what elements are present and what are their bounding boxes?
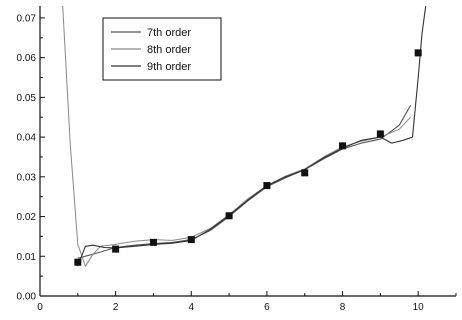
legend-label-3: 9th order <box>147 61 191 73</box>
y-tick-label: 0.06 <box>17 53 37 64</box>
y-tick-label: 0.05 <box>17 93 37 104</box>
legend-label-2: 8th order <box>147 44 191 56</box>
legend-label-1: 7th order <box>147 27 191 39</box>
x-tick-label: 0 <box>37 302 43 313</box>
data-point-marker <box>414 49 422 57</box>
data-point-marker <box>74 258 82 266</box>
data-point-marker <box>149 238 157 246</box>
y-tick-label: 0.02 <box>17 212 37 223</box>
y-tick-label: 0.01 <box>17 252 37 263</box>
marker-layer <box>74 49 422 266</box>
y-tick-label: 0.04 <box>17 133 37 144</box>
y-tick-label: 0.03 <box>17 172 37 183</box>
x-tick-label: 4 <box>188 302 194 313</box>
x-tick-label: 2 <box>113 302 119 313</box>
series-layer <box>62 6 427 267</box>
x-tick-label: 6 <box>264 302 270 313</box>
data-point-marker <box>225 212 233 220</box>
data-point-marker <box>112 245 120 253</box>
series-line-1 <box>77 105 412 259</box>
axes-layer: 0.00 0.01 0.02 0.03 0.04 0.05 0.06 0.07 0 2 4 6 8 10 <box>17 6 457 313</box>
x-tick-label: 8 <box>340 302 346 313</box>
legend: 7th order 8th order 9th order <box>102 17 222 81</box>
series-line-3 <box>77 6 427 267</box>
data-point-marker <box>301 169 309 177</box>
y-tick-label: 0.00 <box>17 292 37 303</box>
y-tick-label: 0.07 <box>17 13 37 24</box>
data-point-marker <box>339 142 347 150</box>
data-point-marker <box>263 182 271 190</box>
x-tick-label: 10 <box>413 302 425 313</box>
data-point-marker <box>376 130 384 138</box>
data-point-marker <box>187 236 195 244</box>
